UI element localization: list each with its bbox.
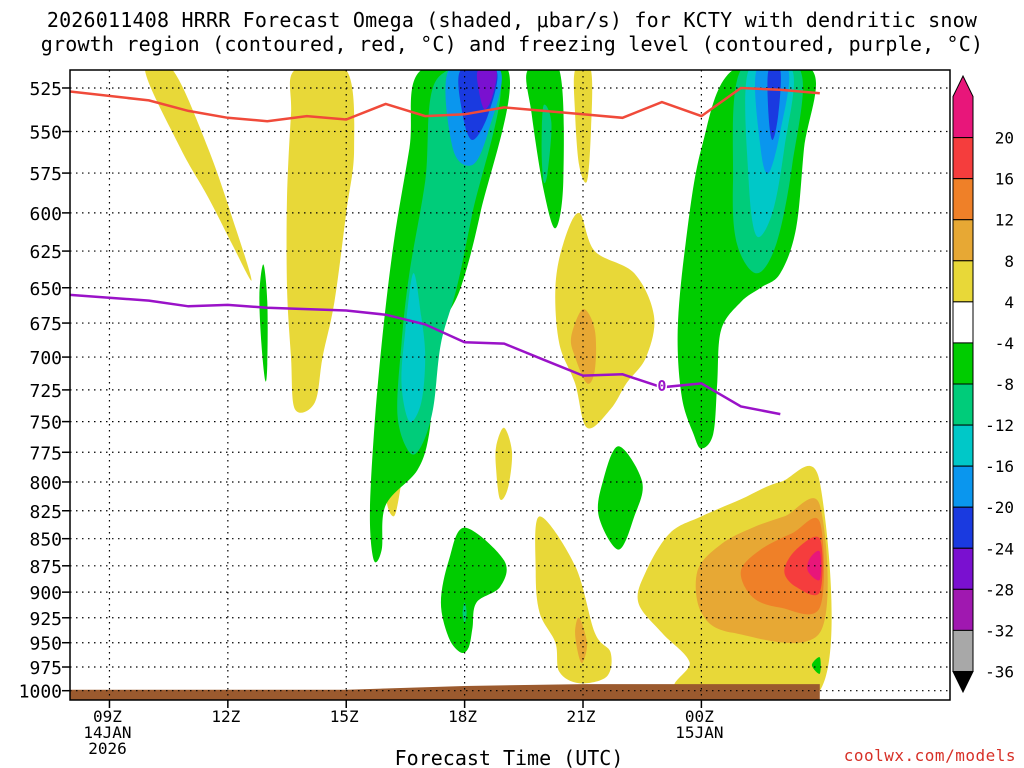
omega-region-17 [440, 527, 507, 654]
x-tick-label: 15JAN [675, 723, 723, 742]
freezing-level-label: 0 [657, 377, 666, 395]
title-line-2: growth region (contoured, red, °C) and f… [40, 32, 984, 56]
plot-frame [69, 69, 951, 701]
x-tick-label: 2026 [88, 739, 127, 758]
x-tick-label: 18Z [448, 707, 477, 726]
x-tick-label: 21Z [567, 707, 596, 726]
colorbar-swatch [952, 424, 974, 467]
y-tick-label: 925 [29, 609, 62, 630]
colorbar-swatch [952, 74, 974, 139]
colorbar-label: 12 [995, 211, 1014, 230]
colorbar-label: -8 [995, 375, 1014, 394]
omega-region-25 [767, 70, 781, 140]
y-tick-label: 725 [29, 381, 62, 402]
x-tick-label: 15Z [330, 707, 359, 726]
x-tick-label: 00Z [685, 707, 714, 726]
colorbar-swatch [952, 670, 974, 694]
omega-region-12 [573, 70, 593, 183]
colorbar-swatch [952, 547, 974, 590]
colorbar-label: -16 [985, 457, 1014, 476]
omega-region-11 [541, 104, 552, 184]
colorbar-label: -36 [985, 662, 1014, 681]
freezing-level-line [70, 293, 781, 416]
omega-region-18 [462, 602, 467, 623]
colorbar-swatch [952, 506, 974, 549]
colorbar-swatch [952, 588, 974, 631]
y-tick-label: 650 [29, 279, 62, 300]
watermark: coolwx.com/models [843, 746, 1016, 765]
omega-region-20 [575, 617, 588, 664]
colorbar-swatch [952, 137, 974, 180]
ground-surface [70, 684, 820, 700]
colorbar-label: 8 [1004, 252, 1014, 271]
y-tick-label: 525 [29, 79, 62, 100]
y-tick-label: 675 [29, 314, 62, 335]
omega-region-29 [784, 536, 823, 596]
x-tick-label: 09Z [93, 707, 122, 726]
y-tick-label: 975 [29, 658, 62, 679]
y-tick-label: 775 [29, 443, 62, 464]
y-tick-label: 950 [29, 634, 62, 655]
title-line-1: 2026011408 HRRR Forecast Omega (shaded, … [46, 8, 978, 32]
omega-region-16 [597, 446, 643, 550]
y-tick-label: 825 [29, 502, 62, 523]
omega-region-6 [401, 273, 426, 423]
colorbar-label: 4 [1004, 293, 1014, 312]
y-tick-label: 900 [29, 583, 62, 604]
y-tick-label: 600 [29, 204, 62, 225]
colorbar-label: -32 [985, 621, 1014, 640]
omega-region-15 [495, 427, 513, 501]
colorbar-swatch [952, 260, 974, 303]
colorbar-swatch [952, 383, 974, 426]
y-tick-label: 625 [29, 242, 62, 263]
y-tick-label: 750 [29, 413, 62, 434]
omega-region-19 [535, 516, 612, 684]
omega-region-1 [286, 70, 355, 413]
y-tick-label: 575 [29, 164, 62, 185]
omega-region-2 [259, 264, 268, 382]
x-axis-label: Forecast Time (UTC) [395, 746, 624, 768]
colorbar-swatch [952, 219, 974, 262]
y-tick-label: 850 [29, 530, 62, 551]
colorbar-swatch [952, 629, 974, 672]
colorbar-label: -28 [985, 580, 1014, 599]
y-tick-label: 875 [29, 557, 62, 578]
x-tick-label: 12Z [211, 707, 240, 726]
y-tick-label: 800 [29, 473, 62, 494]
omega-region-13 [555, 212, 655, 429]
omega-region-31 [811, 657, 821, 674]
y-tick-label: 1000 [19, 682, 62, 703]
colorbar-label: -12 [985, 416, 1014, 435]
colorbar-label: -4 [995, 334, 1014, 353]
y-tick-label: 700 [29, 348, 62, 369]
colorbar-swatch [952, 465, 974, 508]
x-tick-label: 14JAN [83, 723, 131, 742]
y-tick-label: 550 [29, 123, 62, 144]
colorbar-label: 16 [995, 170, 1014, 189]
omega-region-0 [145, 70, 252, 281]
colorbar-swatch [952, 342, 974, 385]
colorbar-swatch [952, 178, 974, 221]
colorbar-label: -24 [985, 539, 1014, 558]
colorbar-swatch [952, 301, 974, 344]
colorbar-label: -20 [985, 498, 1014, 517]
colorbar-label: 20 [995, 129, 1014, 148]
chart-title: 2026011408 HRRR Forecast Omega (shaded, … [0, 8, 1024, 56]
dendritic-growth-line [70, 86, 820, 123]
omega-region-9 [476, 70, 497, 110]
